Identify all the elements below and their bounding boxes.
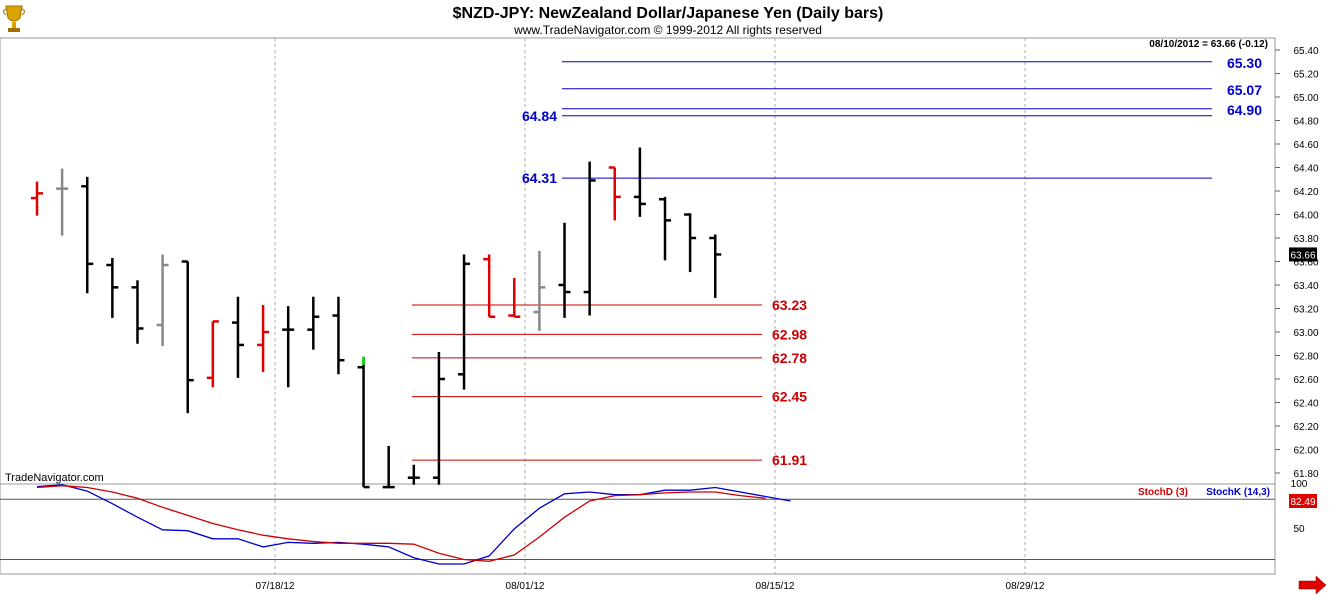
stoch-value-tag: 82.49 [1289,494,1317,508]
price-panel-frame [0,37,1276,485]
ohlc-bar [583,161,596,316]
ohlc-bar [684,213,697,273]
price-tick-label: 63.20 [1293,305,1318,316]
support-label: 62.78 [772,350,807,366]
stochastic-legend: StochD (3) StochK (14,3) [1138,487,1270,498]
date-gridlines [274,38,1026,574]
ohlc-bar [106,257,119,318]
date-axis: 07/18/12 08/01/12 08/15/12 08/29/12 [256,581,1045,592]
ohlc-bar [206,320,219,388]
price-tick-label: 62.80 [1293,352,1318,363]
stoch-value-tag-label: 82.49 [1290,497,1315,508]
price-axis: 65.40 65.20 65.00 64.80 64.60 64.40 64.20 64.00… [1274,38,1319,484]
price-tick-label: 64.60 [1293,140,1318,151]
legend-stochk: StochK (14,3) [1206,487,1270,498]
ohlc-bar [659,196,671,261]
resistance-label: 64.90 [1227,102,1262,118]
level-lines: 65.30 65.07 64.90 64.84 64.31 63.23 62.98 62.78… [412,55,1262,468]
price-tick-label: 62.00 [1293,446,1318,457]
ohlc-bar [156,254,169,347]
ohlc-bars [31,147,722,489]
resistance-label: 65.30 [1227,55,1262,71]
price-tick-label: 65.00 [1293,93,1318,104]
date-tick-label: 08/29/12 [1006,581,1045,592]
ohlc-bar [633,147,646,217]
chart-title: $NZD-JPY: NewZealand Dollar/Japanese Yen… [453,5,884,22]
price-tick-label: 62.20 [1293,422,1318,433]
ohlc-bar [257,304,270,372]
ohlc-bar [458,254,471,390]
date-tick-label: 08/01/12 [506,581,545,592]
support-label: 61.91 [772,452,807,468]
stochastic-panel [0,483,1276,575]
ohlc-bar [131,280,144,344]
price-tick-label: 63.80 [1293,234,1318,245]
trophy-icon [3,5,25,32]
last-price-tag-label: 63.66 [1290,250,1315,261]
ohlc-bar [608,166,621,221]
ohlc-bar [508,277,521,318]
price-tick-label: 64.00 [1293,211,1318,222]
price-tick-label: 62.60 [1293,375,1318,386]
last-price-tag: 63.66 [1289,247,1317,262]
ohlc-bar [357,360,370,489]
ohlc-bar [709,234,722,298]
ohlc-bar [407,464,420,485]
right-arrow-icon[interactable] [1298,575,1327,594]
stochastic-lines [0,484,1275,565]
support-label: 63.23 [772,297,807,313]
stoch-panel-frame [0,483,1276,575]
ohlc-bar [81,176,94,294]
ohlc-bar [558,222,571,318]
ohlc-bar [533,250,546,331]
resistance-label: 65.07 [1227,82,1262,98]
support-label: 62.98 [772,326,807,342]
ohlc-bar [307,296,320,350]
ohlc-bar [483,254,496,318]
ohlc-bar [31,181,43,216]
ohlc-bar [332,296,345,375]
last-readout: 08/10/2012 = 63.66 (-0.12) [1149,39,1268,50]
price-panel [0,37,1276,485]
stochastic-axis: 100 50 [1291,479,1308,535]
stochk-line [36,484,791,565]
stochd-line [36,485,766,562]
stoch-tick-label: 50 [1293,524,1305,535]
price-tick-label: 65.20 [1293,70,1318,81]
price-tick-label: 64.80 [1293,117,1318,128]
chart-subtitle: www.TradeNavigator.com © 1999-2012 All r… [513,23,822,37]
price-tick-label: 64.20 [1293,187,1318,198]
date-tick-label: 07/18/12 [256,581,295,592]
price-tick-label: 63.60 [1293,258,1318,269]
price-tick-label: 62.40 [1293,399,1318,410]
ohlc-bar [231,296,244,378]
date-tick-label: 08/15/12 [756,581,795,592]
ohlc-bar [382,445,395,489]
price-tick-label: 61.80 [1293,469,1318,480]
resistance-label: 64.84 [522,108,557,124]
support-label: 62.45 [772,389,807,405]
ohlc-bar [282,306,295,388]
price-tick-label: 65.40 [1293,46,1318,57]
resistance-label: 64.31 [522,170,557,186]
price-tick-label: 63.00 [1293,328,1318,339]
price-tick-label: 63.40 [1293,281,1318,292]
legend-stochd: StochD (3) [1138,487,1188,498]
ohlc-bar [56,168,69,236]
price-tick-label: 64.40 [1293,164,1318,175]
ohlc-bar [181,260,194,414]
stoch-tick-label: 100 [1291,479,1308,490]
watermark: TradeNavigator.com [5,472,104,484]
ohlc-bar [432,351,445,485]
